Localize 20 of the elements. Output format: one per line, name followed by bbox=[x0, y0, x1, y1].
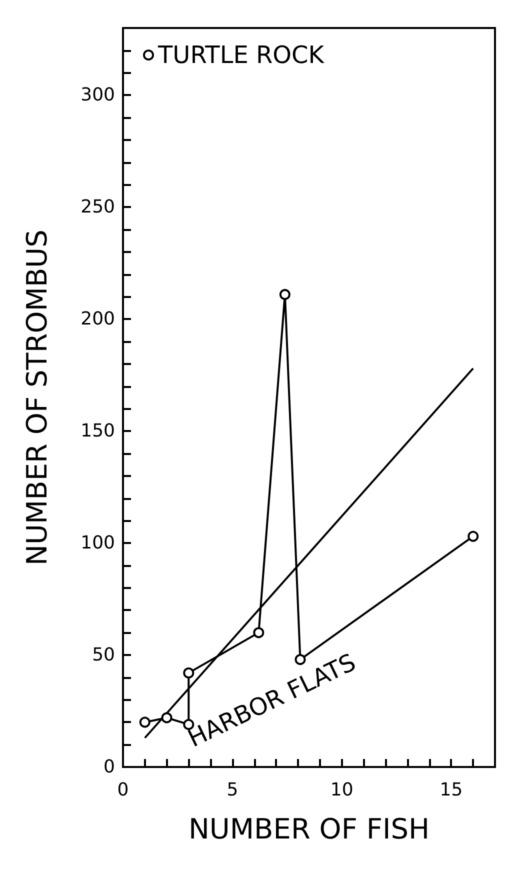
x-tick-label: 15 bbox=[440, 780, 463, 800]
y-tick-label: 0 bbox=[104, 756, 115, 778]
y-tick-label: 250 bbox=[80, 196, 115, 218]
x-tick-label: 5 bbox=[226, 780, 238, 800]
y-tick-label: 50 bbox=[92, 644, 115, 666]
point bbox=[139, 716, 150, 728]
x-tick-label: 10 bbox=[330, 780, 354, 800]
y-tick-label: 300 bbox=[80, 84, 115, 106]
point bbox=[279, 288, 290, 300]
x-axis-title: NUMBER OF FISH bbox=[188, 812, 430, 846]
y-tick-label: 200 bbox=[80, 308, 115, 330]
y-tick-label: 100 bbox=[80, 532, 115, 554]
point bbox=[468, 530, 479, 542]
point bbox=[183, 667, 194, 678]
point bbox=[253, 627, 264, 638]
point bbox=[161, 712, 172, 724]
legend-label: TURTLE ROCK bbox=[157, 41, 326, 69]
y-axis-title: NUMBER OF STROMBUS bbox=[20, 230, 54, 566]
y-tick-label: 150 bbox=[80, 420, 115, 442]
x-tick-label: 0 bbox=[117, 780, 129, 800]
